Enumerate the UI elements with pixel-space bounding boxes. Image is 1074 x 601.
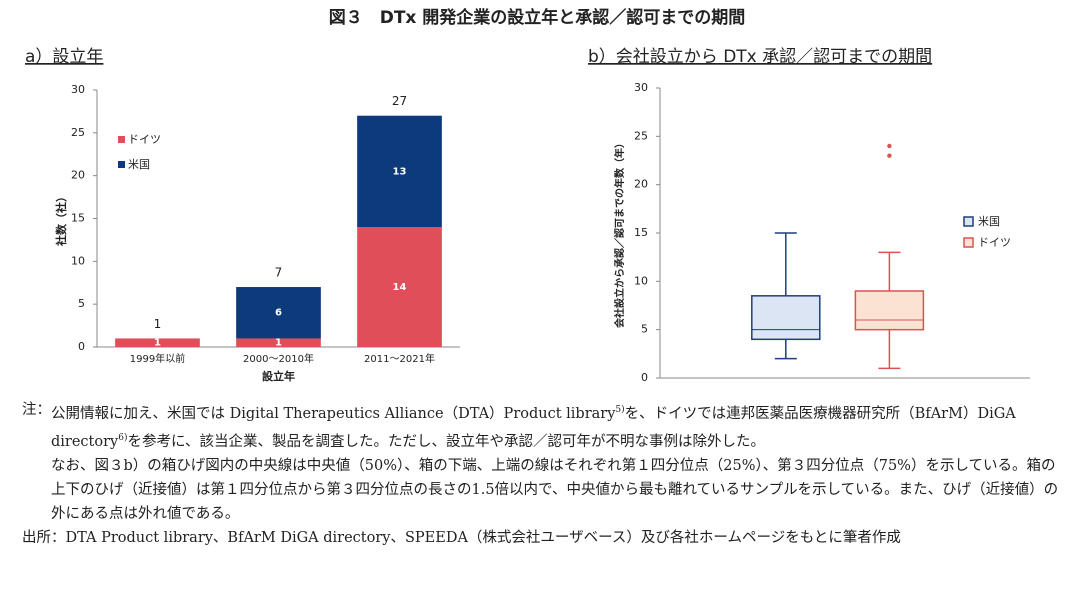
footnote-ref: 6) <box>118 432 128 443</box>
y-tick-label: 15 <box>71 212 85 225</box>
note: 注： 公開情報に加え、米国では Digital Therapeutics Alli… <box>22 398 1062 526</box>
data-label: 13 <box>393 166 407 177</box>
y-tick-label: 5 <box>78 297 85 310</box>
outlier <box>887 153 892 158</box>
y-tick-label: 10 <box>634 274 648 287</box>
note-paragraph: 公開情報に加え、米国では Digital Therapeutics Allian… <box>51 398 1062 454</box>
note-text: を、ドイツでは連邦医薬品医療機器研究所（BfArM）DiGA directory <box>51 405 1016 450</box>
legend-label: ドイツ <box>978 236 1011 249</box>
y-tick-label: 0 <box>641 371 648 384</box>
y-tick-label: 30 <box>71 83 85 96</box>
note: 出所： DTA Product library、BfArM DiGA direct… <box>22 526 1062 550</box>
bar-segment <box>357 227 442 347</box>
y-tick-label: 10 <box>71 254 85 267</box>
bar-segment <box>357 115 442 228</box>
y-tick-label: 5 <box>641 323 648 336</box>
x-tick-label: 1999年以前 <box>130 352 185 365</box>
x-tick-label: 2000～2010年 <box>243 352 314 365</box>
y-tick-label: 20 <box>71 169 85 182</box>
total-label: 1 <box>154 317 162 331</box>
x-tick-label: 2011～2021年 <box>364 352 435 365</box>
box <box>751 295 821 341</box>
footnote-ref: 5) <box>615 405 625 415</box>
data-label: 1 <box>275 338 282 349</box>
legend-swatch <box>963 237 974 248</box>
note-label: 注： <box>22 402 51 418</box>
subtitle: b）会社設立から DTx 承認／認可までの期間 <box>588 47 932 67</box>
legend-label: ドイツ <box>128 133 161 146</box>
y-tick-label: 15 <box>634 226 648 239</box>
y-tick-label: 25 <box>71 126 85 139</box>
bar-segment <box>236 287 321 339</box>
y-axis-label: 社数（社） <box>54 191 68 247</box>
note-paragraph: なお、図３b）の箱ひげ図内の中央線は中央値（50%）、箱の下端、上端の線はそれぞ… <box>51 454 1062 526</box>
legend-swatch <box>963 216 974 227</box>
notes: 注： 公開情報に加え、米国では Digital Therapeutics Alli… <box>22 398 1062 550</box>
note-label: 出所： <box>22 529 66 546</box>
outlier <box>887 143 892 149</box>
data-label: 6 <box>275 308 282 319</box>
x-axis-label: 設立年 <box>262 369 295 383</box>
legend-swatch <box>118 161 125 168</box>
y-tick-label: 30 <box>634 81 648 94</box>
legend-swatch <box>118 136 125 143</box>
note-body: DTA Product library、BfArM DiGA directory… <box>66 526 1063 550</box>
y-axis-label: 会社設立から承認／認可までの年数（年） <box>613 138 626 328</box>
box <box>854 290 925 331</box>
total-label: 7 <box>275 266 283 280</box>
legend-label: 米国 <box>978 215 1000 228</box>
subtitle: a）設立年 <box>25 47 103 67</box>
y-tick-label: 25 <box>634 129 648 142</box>
y-tick-label: 20 <box>634 178 648 191</box>
bar-segment <box>115 338 200 347</box>
legend-label: 米国 <box>128 158 150 171</box>
note-text: 公開情報に加え、米国では Digital Therapeutics Allian… <box>51 405 616 422</box>
total-label: 27 <box>392 94 407 108</box>
bar-segment <box>236 338 321 347</box>
note-text: を参考に、該当企業、製品を調査した。ただし、設立年や承認／認可年が不明な事例は除… <box>127 433 766 450</box>
note-text: DTA Product library、BfArM DiGA directory… <box>65 529 901 546</box>
y-tick-label: 0 <box>78 340 85 353</box>
note-text: なお、図３b）の箱ひげ図内の中央線は中央値（50%）、箱の下端、上端の線はそれぞ… <box>51 457 1059 522</box>
note-paragraph: DTA Product library、BfArM DiGA directory… <box>66 526 1063 550</box>
charts: 図３ DTx 開発企業の設立年と承認／認可までの期間 a）設立年 b）会社設立か… <box>25 7 1030 384</box>
note-body: 公開情報に加え、米国では Digital Therapeutics Allian… <box>51 398 1062 526</box>
figure-title: 図３ DTx 開発企業の設立年と承認／認可までの期間 <box>329 7 746 28</box>
data-label: 14 <box>393 282 407 293</box>
data-label: 1 <box>154 338 161 349</box>
